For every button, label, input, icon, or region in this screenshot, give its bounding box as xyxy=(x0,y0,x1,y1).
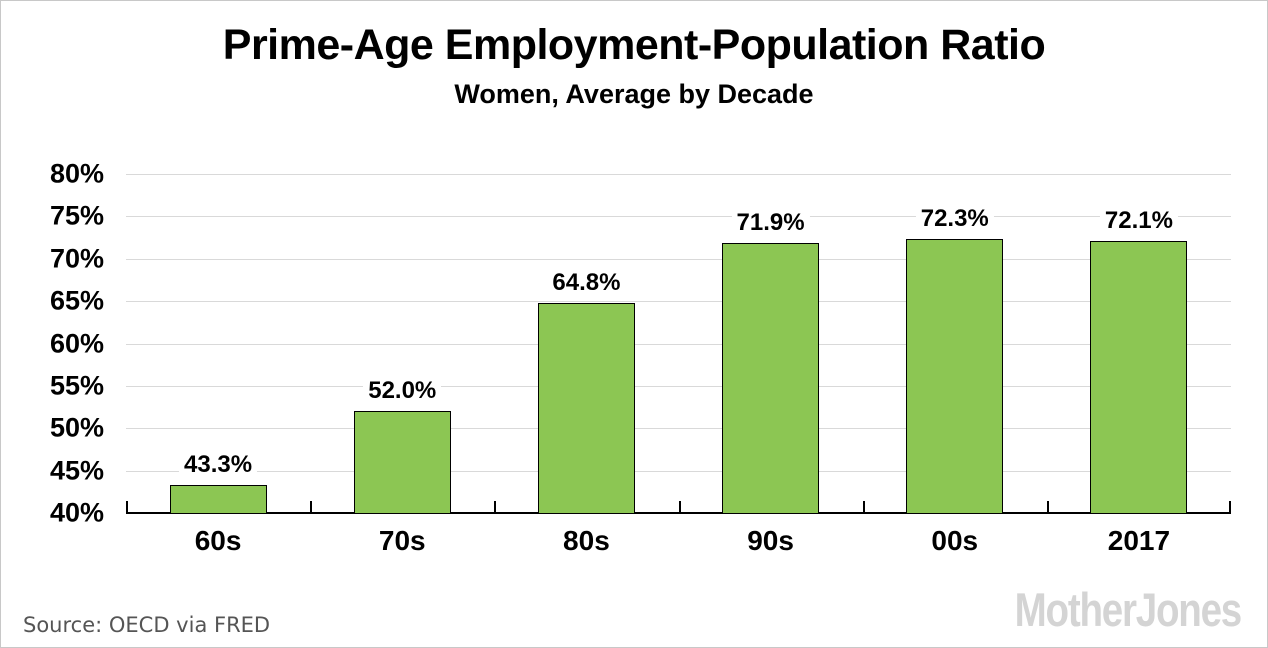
x-category-label: 00s xyxy=(931,525,979,556)
bar-00s xyxy=(906,239,1004,513)
x-category-label: 70s xyxy=(378,525,426,556)
source-note: Source: OECD via FRED xyxy=(23,613,271,637)
gridline xyxy=(126,428,1231,430)
gridline xyxy=(126,470,1231,472)
gridline xyxy=(126,301,1231,303)
y-tick-label: 40% xyxy=(49,497,104,528)
gridline xyxy=(126,385,1231,387)
plot-area: 43.3% 60s 52.0% 70s 64.8% 80s 71.9% 90s 72.3% 00s… xyxy=(126,174,1231,555)
bar-60s xyxy=(169,485,267,513)
bar-2017 xyxy=(1090,240,1188,513)
chart-title: Prime-Age Employment-Population Ratio xyxy=(222,21,1046,69)
y-axis: 40% 45% 50% 55% 60% 65% 70% 75% 80% xyxy=(1,160,104,526)
chart-subtitle: Women, Average by Decade xyxy=(454,79,814,109)
bar-value-label: 72.1% xyxy=(1099,208,1178,233)
y-tick-label: 45% xyxy=(49,455,104,486)
y-tick-label: 50% xyxy=(49,412,104,443)
x-axis-tick xyxy=(679,501,681,513)
bar-value-label: 43.3% xyxy=(179,453,258,478)
y-tick-label: 60% xyxy=(49,328,104,358)
y-tick-label: 65% xyxy=(49,285,104,316)
bar-value-label: 52.0% xyxy=(363,379,442,404)
y-tick-label: 80% xyxy=(49,158,104,189)
y-tick-label: 70% xyxy=(49,243,104,274)
bar-70s xyxy=(353,411,451,513)
x-axis-tick xyxy=(1047,501,1049,513)
x-category-label: 2017 xyxy=(1107,525,1171,556)
x-category-label: 60s xyxy=(194,525,242,556)
x-axis-tick xyxy=(494,501,496,513)
gridline xyxy=(126,216,1231,218)
bar-90s xyxy=(722,242,820,513)
x-axis-tick xyxy=(1229,501,1231,513)
x-category-label: 90s xyxy=(747,525,794,556)
brand-logo: MotherJones xyxy=(1014,583,1243,636)
gridline xyxy=(126,174,1231,175)
gridline xyxy=(126,258,1231,260)
gridline xyxy=(126,343,1231,345)
x-axis-tick xyxy=(310,501,312,513)
y-tick-label: 55% xyxy=(49,370,104,401)
y-tick-label: 75% xyxy=(49,200,104,231)
x-category-label: 80s xyxy=(563,525,610,556)
bar-80s xyxy=(537,302,635,513)
x-axis-tick xyxy=(863,501,865,513)
bar-value-label: 64.8% xyxy=(547,270,626,295)
bar-value-label: 71.9% xyxy=(731,210,810,235)
x-axis-line xyxy=(126,512,1231,514)
x-axis-tick xyxy=(126,501,128,513)
bar-value-label: 72.3% xyxy=(915,207,994,232)
